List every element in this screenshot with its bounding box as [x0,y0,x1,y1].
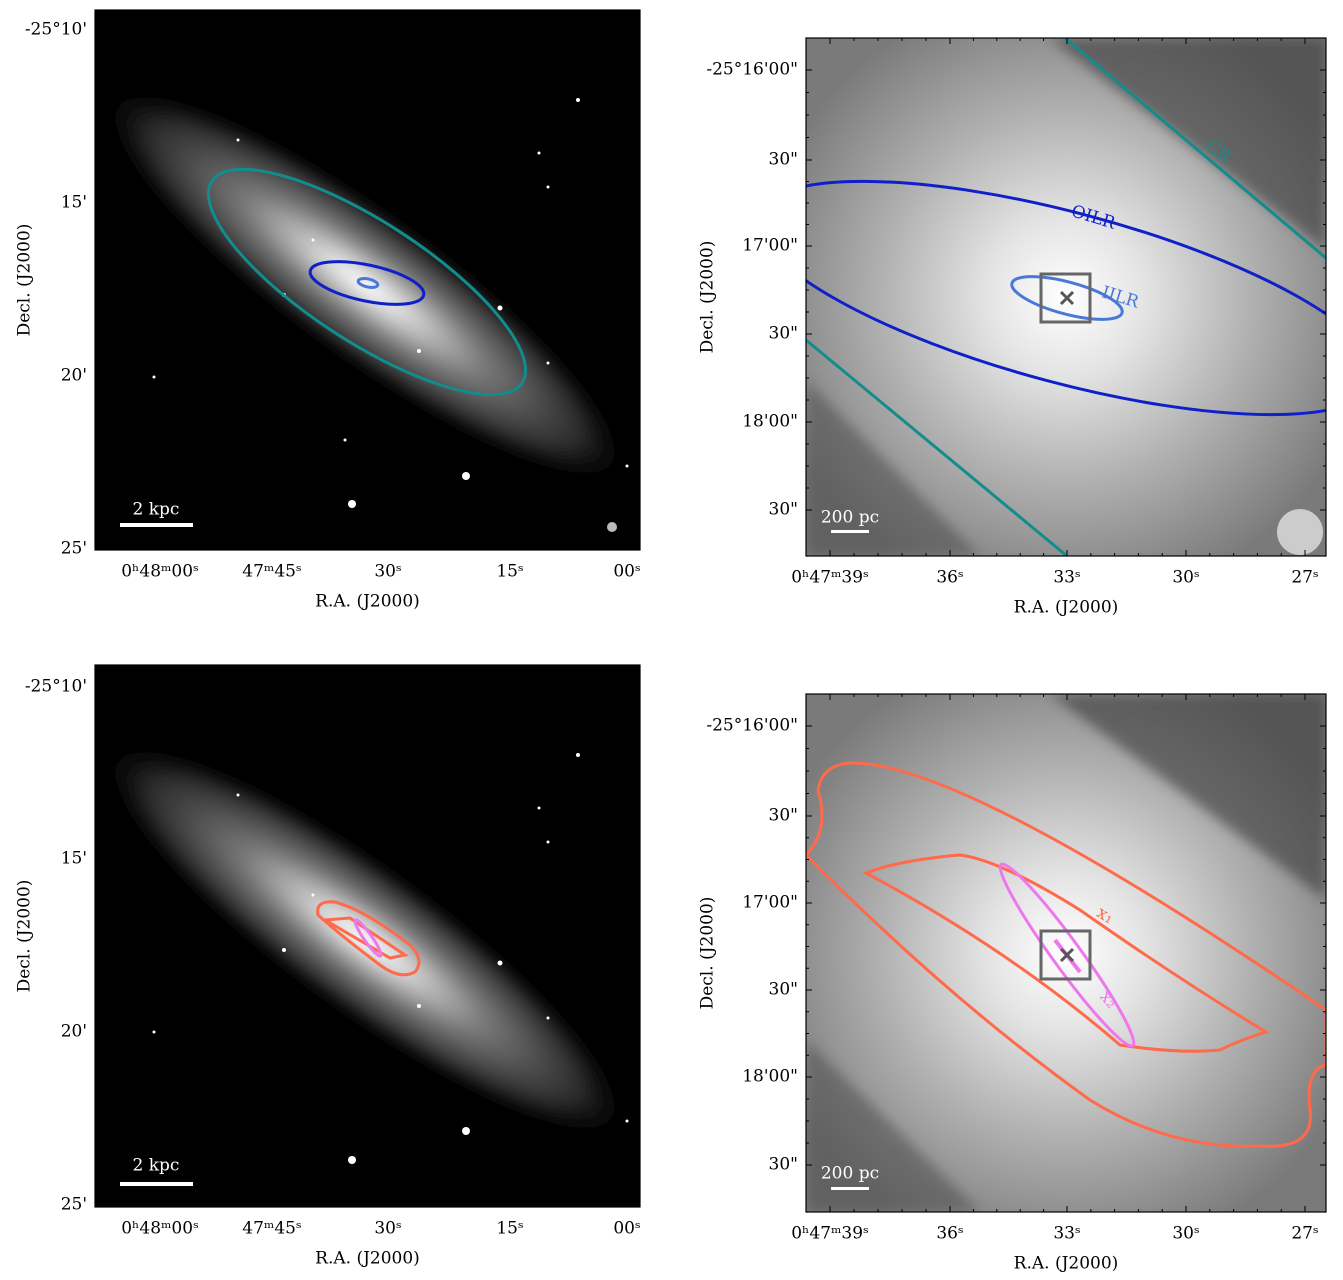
y-tick-label: -25°10' [25,677,87,697]
image [95,665,640,1207]
y-tick-label: 30" [769,806,798,826]
scale-bar-label: 200 pc [821,508,879,528]
x-tick-label: 0ʰ47ᵐ39ˢ [791,1224,869,1244]
scale-bar-label: 200 pc [821,1164,879,1184]
x-tick-label: 0ʰ48ᵐ00ˢ [121,562,199,582]
y-tick-label: 25' [61,1195,87,1215]
scale-bar-label: 2 kpc [133,500,180,520]
y-tick-label: 15' [61,193,87,213]
y-tick-label: 18'00" [742,412,798,432]
x-tick-label: 27ˢ [1291,568,1318,588]
y-tick-label: 30" [769,500,798,520]
x-tick-label: 36ˢ [936,1224,963,1244]
x-tick-label: 30ˢ [1172,1224,1199,1244]
y-axis-label: Decl. (J2000) [698,897,718,1010]
y-tick-label: 17'00" [742,236,798,256]
x-axis-label: R.A. (J2000) [315,1249,420,1269]
y-tick-label: 18'00" [742,1067,798,1087]
x-tick-label: 47ᵐ45ˢ [242,1219,301,1239]
x-tick-label: 36ˢ [936,568,963,588]
x-tick-label: 00ˢ [613,1219,640,1239]
image [95,10,640,550]
image [806,694,1326,1212]
y-axis-label: Decl. (J2000) [15,880,35,993]
x-tick-label: 30ˢ [374,562,401,582]
y-tick-label: 30" [769,1155,798,1175]
x-tick-label: 30ˢ [1172,568,1199,588]
y-tick-label: 30" [769,980,798,1000]
y-tick-label: 25' [61,539,87,559]
x-tick-label: 30ˢ [374,1219,401,1239]
x-axis-label: R.A. (J2000) [315,592,420,612]
x-tick-label: 15ˢ [496,1219,523,1239]
y-axis-label: Decl. (J2000) [15,224,35,337]
x-tick-label: 15ˢ [496,562,523,582]
axes-frame [805,37,1327,557]
x-tick-label: 0ʰ47ᵐ39ˢ [791,568,869,588]
y-axis-label: Decl. (J2000) [698,241,718,354]
axes-frame [94,664,641,1208]
x-tick-label: 33ˢ [1053,568,1080,588]
x-tick-label: 0ʰ48ᵐ00ˢ [121,1219,199,1239]
y-tick-label: -25°10' [25,20,87,40]
y-tick-label: -25°16'00" [706,60,798,80]
y-tick-label: 20' [61,366,87,386]
x-tick-label: 00ˢ [613,562,640,582]
x-tick-label: 27ˢ [1291,1224,1318,1244]
x-tick-label: 33ˢ [1053,1224,1080,1244]
x-axis-label: R.A. (J2000) [1014,1254,1119,1274]
scale-bar-label: 2 kpc [133,1156,180,1176]
image [806,38,1326,556]
axes-frame [94,9,641,551]
x-axis-label: R.A. (J2000) [1014,598,1119,618]
x-tick-label: 47ᵐ45ˢ [242,562,301,582]
y-tick-label: 30" [769,150,798,170]
axes-frame [805,693,1327,1213]
y-tick-label: 20' [61,1022,87,1042]
y-tick-label: -25°16'00" [706,716,798,736]
y-tick-label: 17'00" [742,893,798,913]
y-tick-label: 30" [769,324,798,344]
y-tick-label: 15' [61,849,87,869]
